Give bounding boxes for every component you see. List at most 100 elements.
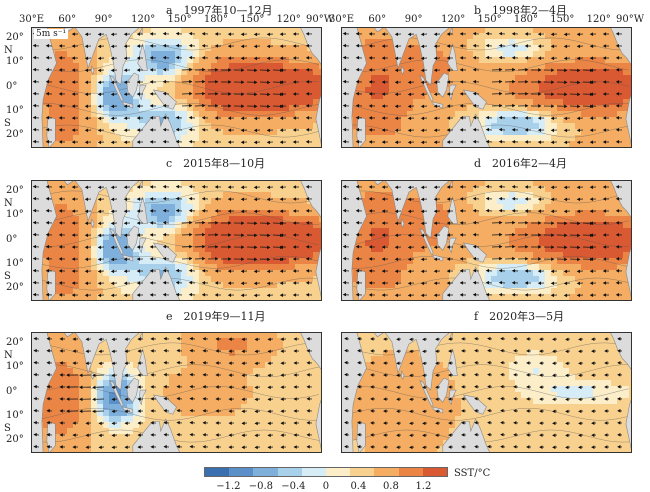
- colorbar-swatch: [277, 468, 302, 476]
- lat-label: 10°: [6, 257, 24, 269]
- map-panel-c: [30, 179, 326, 307]
- sst-wind-map-c: [30, 179, 326, 307]
- lat-north-label: N: [4, 350, 13, 362]
- panel-title-d: d 2016年2—4月: [474, 155, 567, 171]
- lat-label: 10°: [6, 209, 24, 221]
- wind-vectors: [342, 31, 623, 145]
- lat-label: 20°: [6, 337, 24, 349]
- panel-title-e: e 2019年9—11月: [166, 308, 266, 324]
- colorbar-swatch: [422, 468, 448, 476]
- lon-label: 60°: [368, 14, 387, 25]
- colorbar-swatch: [253, 468, 278, 476]
- colorbar-swatch: [350, 468, 375, 476]
- panel-date: 2019年9—11月: [183, 310, 266, 323]
- lon-label: 90°: [404, 14, 423, 25]
- lat-label: 10°: [6, 361, 24, 373]
- lat-south-label: S: [4, 117, 11, 129]
- sst-wind-map-d: [340, 179, 636, 307]
- sst-wind-map-b: [340, 26, 636, 154]
- map-panel-e: [30, 331, 326, 459]
- wind-vectors: [33, 336, 313, 450]
- lat-label: 20°: [6, 281, 24, 293]
- lat-south-label: S: [4, 270, 11, 282]
- contour-lines: [340, 190, 630, 291]
- lon-label: 90°W: [306, 14, 335, 25]
- lat-south-label: S: [4, 422, 11, 434]
- contour-lines: [30, 37, 320, 138]
- lon-label: 150°: [477, 14, 502, 25]
- colorbar-swatch: [205, 468, 230, 476]
- lon-label: 180°: [203, 14, 228, 25]
- lat-label: 0°: [6, 80, 18, 92]
- colorbar-tick-label: 0.4: [350, 481, 367, 492]
- panel-title-c: c 2015年8—10月: [166, 155, 265, 171]
- lat-label: 20°: [6, 185, 24, 197]
- land-mass: [340, 26, 633, 149]
- map-panel-a: 5m s⁻¹: [30, 26, 326, 154]
- colorbar-swatch: [398, 468, 423, 476]
- lat-label: 20°: [6, 433, 24, 445]
- panel-title-b: b 1998年2—4月: [474, 2, 567, 18]
- lat-label: 10°: [6, 104, 24, 116]
- sst-wind-map-e: [30, 331, 326, 459]
- lat-north-label: N: [4, 45, 13, 57]
- wind-vectors: [344, 336, 623, 450]
- lat-label: 0°: [6, 385, 18, 397]
- lon-label: 30°E: [329, 14, 355, 25]
- lat-label: 10°: [6, 56, 24, 68]
- lon-label: 90°W: [616, 14, 645, 25]
- panel-title-a: a 1997年10—12月: [166, 2, 273, 18]
- lon-label: 30°E: [19, 14, 45, 25]
- panel-date: 2016年2—4月: [492, 157, 568, 170]
- wind-vectors: [342, 184, 623, 298]
- contour-lines: [30, 190, 320, 291]
- lat-label: 20°: [6, 32, 24, 44]
- wind-vectors: [32, 184, 313, 298]
- panel-date: 2020年3—5月: [489, 310, 565, 323]
- lon-label: 150°: [240, 14, 265, 25]
- lon-label: 150°: [550, 14, 575, 25]
- colorbar-tick-label: −1.2: [216, 481, 241, 492]
- vector-reference-label: 5m s⁻¹: [34, 29, 69, 39]
- land-mass: [340, 179, 633, 302]
- map-panel-f: [340, 331, 636, 459]
- lon-label: 120°: [131, 14, 156, 25]
- lon-label: 60°: [58, 14, 77, 25]
- sst-field: [341, 27, 636, 154]
- colorbar-tick-label: −0.8: [248, 481, 274, 492]
- panel-letter: d: [474, 157, 482, 170]
- colorbar-swatch: [229, 468, 254, 476]
- lat-label: 10°: [6, 409, 24, 421]
- panel-title-f: f 2020年3—5月: [474, 308, 564, 324]
- lat-label: 20°: [6, 128, 24, 140]
- colorbar-tick-label: 1.2: [415, 481, 432, 492]
- lon-label: 120°: [586, 14, 611, 25]
- panel-letter: c: [166, 157, 173, 170]
- map-panel-b: [340, 26, 636, 154]
- colorbar-swatch: [301, 468, 327, 476]
- colorbar-bar: [204, 467, 448, 477]
- lon-label: 90°: [94, 14, 113, 25]
- panel-letter: f: [474, 310, 479, 323]
- panel-date: 2015年8—10月: [183, 157, 266, 170]
- colorbar: [204, 467, 448, 477]
- lon-label: 120°: [276, 14, 301, 25]
- sst-wind-map-f: [340, 331, 636, 459]
- lon-label: 120°: [441, 14, 466, 25]
- colorbar-swatch: [374, 468, 399, 476]
- panel-date: 1997年10—12月: [183, 4, 273, 17]
- colorbar-title: SST/°C: [454, 468, 491, 479]
- colorbar-tick-label: −0.4: [281, 481, 306, 492]
- lon-label: 180°: [513, 14, 538, 25]
- colorbar-swatch: [326, 468, 351, 476]
- panel-letter: e: [166, 310, 173, 323]
- lon-label: 150°: [167, 14, 192, 25]
- panel-letter: a: [166, 4, 173, 17]
- panel-letter: b: [474, 4, 482, 17]
- lat-north-label: N: [4, 198, 13, 210]
- colorbar-tick-label: 0: [322, 481, 330, 492]
- colorbar-tick-label: 0.8: [382, 481, 399, 492]
- sst-wind-map-a: [30, 26, 326, 154]
- map-panel-d: [340, 179, 636, 307]
- lat-label: 0°: [6, 233, 18, 245]
